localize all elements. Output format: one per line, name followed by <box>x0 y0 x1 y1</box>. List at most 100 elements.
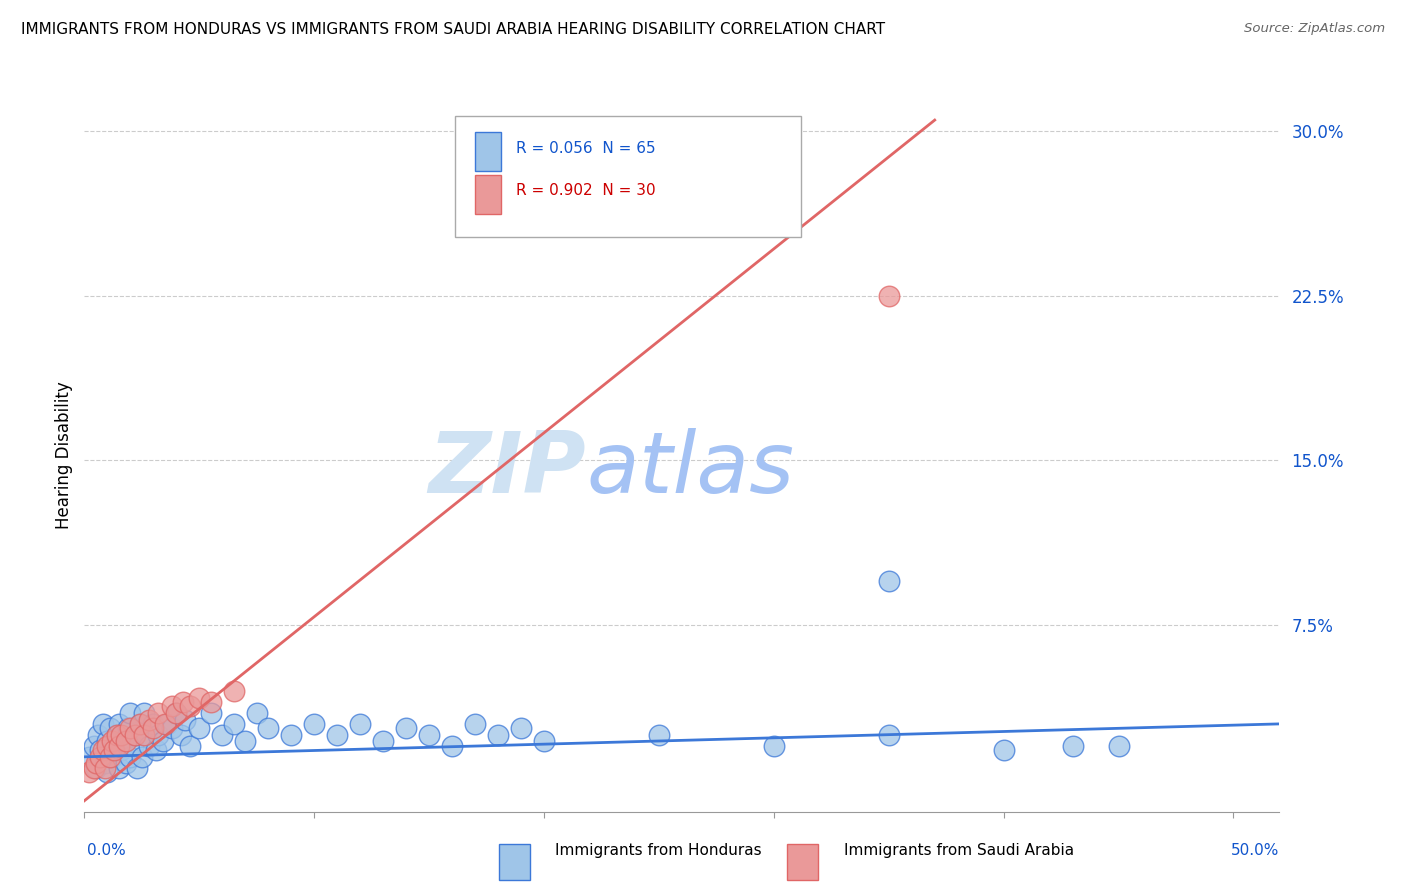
Point <box>486 728 509 742</box>
Point <box>257 721 280 735</box>
Point <box>83 761 105 775</box>
Point <box>101 749 124 764</box>
Point <box>120 749 142 764</box>
Point <box>302 717 325 731</box>
Point <box>200 706 222 720</box>
Point <box>222 717 245 731</box>
Text: 50.0%: 50.0% <box>1232 843 1279 858</box>
Point <box>371 734 394 748</box>
Point <box>993 743 1015 757</box>
Point <box>233 734 256 748</box>
Point <box>877 289 900 303</box>
Point <box>132 706 155 720</box>
Point <box>110 743 132 757</box>
Point <box>103 743 125 757</box>
Point <box>533 734 555 748</box>
Point <box>441 739 464 753</box>
Point <box>91 717 114 731</box>
Text: ZIP: ZIP <box>429 427 586 511</box>
Point <box>172 695 194 709</box>
Point <box>108 761 131 775</box>
Point <box>138 739 160 753</box>
Point <box>762 739 785 753</box>
Text: IMMIGRANTS FROM HONDURAS VS IMMIGRANTS FROM SAUDI ARABIA HEARING DISABILITY CORR: IMMIGRANTS FROM HONDURAS VS IMMIGRANTS F… <box>21 22 886 37</box>
Point <box>222 684 245 698</box>
Point <box>1062 739 1084 753</box>
Text: Immigrants from Saudi Arabia: Immigrants from Saudi Arabia <box>844 843 1074 858</box>
Point <box>142 717 165 731</box>
Point <box>83 739 105 753</box>
Point <box>349 717 371 731</box>
Point <box>142 721 165 735</box>
Point <box>121 739 143 753</box>
Text: Immigrants from Honduras: Immigrants from Honduras <box>555 843 762 858</box>
Point <box>114 734 136 748</box>
Point <box>188 690 211 705</box>
Point <box>464 717 486 731</box>
Point <box>648 728 671 742</box>
Point <box>117 721 139 735</box>
Point <box>98 749 121 764</box>
Point <box>108 739 131 753</box>
FancyBboxPatch shape <box>456 116 801 237</box>
Text: R = 0.902  N = 30: R = 0.902 N = 30 <box>516 184 655 198</box>
Point <box>94 761 117 775</box>
Point <box>131 749 153 764</box>
Point <box>188 721 211 735</box>
Point <box>77 765 100 780</box>
Point <box>153 717 176 731</box>
Point <box>510 721 533 735</box>
FancyBboxPatch shape <box>475 132 502 171</box>
Point <box>87 728 110 742</box>
Point <box>89 743 111 757</box>
Point <box>77 749 100 764</box>
Point <box>124 728 146 742</box>
Point <box>280 728 302 742</box>
Point <box>160 699 183 714</box>
Point <box>1108 739 1130 753</box>
Point <box>395 721 418 735</box>
Point <box>98 721 121 735</box>
Text: 0.0%: 0.0% <box>87 843 127 858</box>
Text: atlas: atlas <box>586 427 794 511</box>
Point <box>165 706 187 720</box>
Point <box>165 706 187 720</box>
Point <box>132 728 155 742</box>
Point <box>89 749 111 764</box>
Point <box>200 695 222 709</box>
Point <box>179 739 201 753</box>
Point <box>96 739 118 753</box>
Point <box>128 717 150 731</box>
Point <box>145 743 167 757</box>
Point <box>211 728 233 742</box>
Text: R = 0.056  N = 65: R = 0.056 N = 65 <box>516 141 655 155</box>
Point <box>135 728 157 742</box>
Point <box>174 713 197 727</box>
Point <box>105 728 128 742</box>
Point <box>120 721 142 735</box>
Point <box>94 756 117 771</box>
Point <box>110 728 132 742</box>
Point <box>246 706 269 720</box>
Point <box>146 728 169 742</box>
Point <box>114 756 136 771</box>
Point <box>84 761 107 775</box>
Point <box>112 734 135 748</box>
Point <box>418 728 440 742</box>
Point <box>101 734 124 748</box>
Point <box>877 728 900 742</box>
Point <box>120 706 142 720</box>
Point <box>124 728 146 742</box>
Text: Source: ZipAtlas.com: Source: ZipAtlas.com <box>1244 22 1385 36</box>
Point <box>156 717 179 731</box>
Point <box>96 765 118 780</box>
Point <box>128 717 150 731</box>
FancyBboxPatch shape <box>475 175 502 214</box>
Point <box>105 728 128 742</box>
Point <box>170 728 193 742</box>
Point <box>84 756 107 771</box>
Point <box>91 743 114 757</box>
Point <box>326 728 349 742</box>
Point <box>127 761 149 775</box>
Point <box>108 717 131 731</box>
